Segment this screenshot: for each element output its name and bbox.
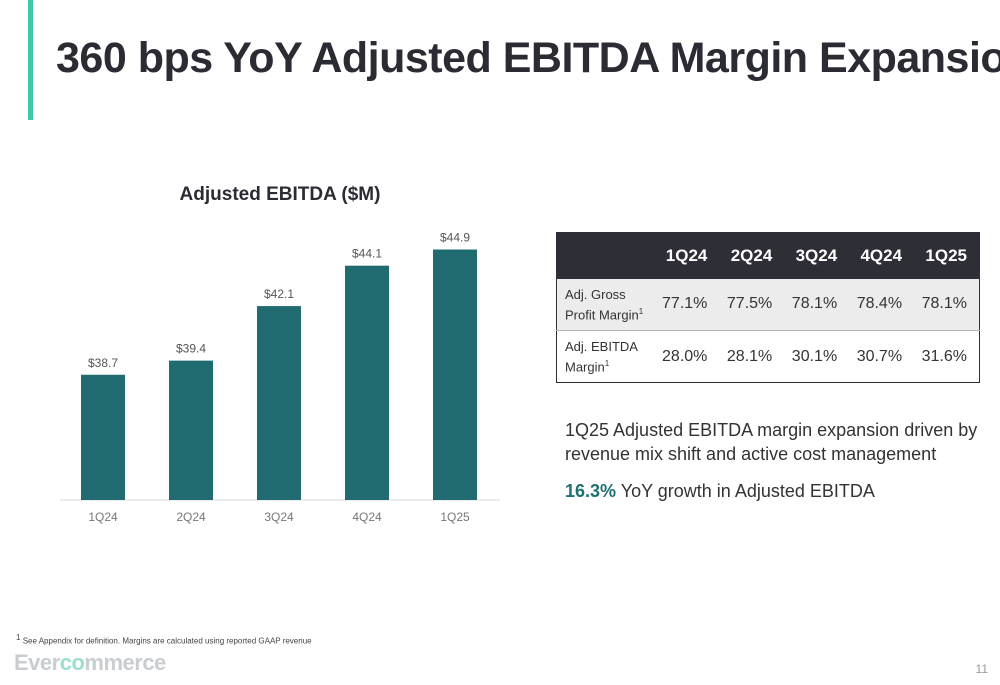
data-label: $44.9 bbox=[440, 231, 470, 245]
bar-2q24 bbox=[169, 360, 213, 500]
table-cell: 77.1% bbox=[654, 278, 720, 331]
row-label-line2: Profit Margin bbox=[565, 306, 639, 322]
table-header-cell: 1Q25 bbox=[914, 232, 980, 279]
table-header-cell: 1Q24 bbox=[654, 232, 720, 279]
table-header-row: 1Q24 2Q24 3Q24 4Q24 1Q25 bbox=[556, 232, 980, 279]
footnote-marker: 1 bbox=[604, 358, 610, 368]
footnote-marker: 1 bbox=[638, 306, 644, 316]
row-label-line2: Margin bbox=[565, 359, 605, 375]
growth-highlight: 16.3% bbox=[565, 481, 617, 501]
table-row-adj-ebitda-margin: Adj. EBITDA Margin1 28.0% 28.1% 30.1% 30.… bbox=[556, 330, 980, 383]
footnote-text: See Appendix for definition. Margins are… bbox=[22, 636, 312, 646]
table-cell: 30.7% bbox=[849, 330, 915, 383]
data-label: $38.7 bbox=[88, 356, 118, 370]
page-number: 11 bbox=[975, 662, 988, 676]
table-header-cell: 3Q24 bbox=[784, 232, 850, 279]
chart-title: Adjusted EBITDA ($M) bbox=[179, 184, 381, 205]
logo-text-part: mmerce bbox=[84, 650, 166, 675]
title-accent-bar bbox=[28, 0, 33, 120]
x-tick-label: 1Q25 bbox=[440, 510, 470, 524]
row-label-line1: Adj. EBITDA bbox=[565, 338, 638, 354]
bar-1q25 bbox=[433, 249, 477, 500]
x-tick-label: 3Q24 bbox=[264, 510, 294, 524]
table-header-cell: 4Q24 bbox=[849, 232, 915, 279]
growth-text: YoY growth in Adjusted EBITDA bbox=[620, 481, 875, 501]
table-row-adj-gross-profit-margin: Adj. Gross Profit Margin1 77.1% 77.5% 78.… bbox=[556, 278, 980, 331]
x-tick-label: 4Q24 bbox=[352, 510, 382, 524]
row-label: Adj. Gross Profit Margin1 bbox=[556, 278, 655, 331]
x-tick-label: 2Q24 bbox=[176, 510, 206, 524]
footnote: 1 See Appendix for definition. Margins a… bbox=[16, 633, 312, 646]
data-label: $44.1 bbox=[352, 247, 382, 261]
table-cell: 30.1% bbox=[784, 330, 850, 383]
growth-statement: 16.3% YoY growth in Adjusted EBITDA bbox=[565, 481, 875, 502]
data-label: $39.4 bbox=[176, 342, 206, 356]
bar-4q24 bbox=[345, 265, 389, 500]
commentary-text: 1Q25 Adjusted EBITDA margin expansion dr… bbox=[565, 420, 978, 464]
data-label: $42.1 bbox=[264, 287, 294, 301]
logo-text-accent: co bbox=[59, 650, 85, 675]
page-title: 360 bps YoY Adjusted EBITDA Margin Expan… bbox=[56, 34, 1000, 82]
table-header-cell: 2Q24 bbox=[719, 232, 785, 279]
x-tick-label: 1Q24 bbox=[88, 510, 118, 524]
margin-table: 1Q24 2Q24 3Q24 4Q24 1Q25 Adj. Gross Profi… bbox=[556, 232, 980, 383]
table-cell: 28.0% bbox=[654, 330, 720, 383]
table-cell: 78.1% bbox=[914, 278, 980, 331]
table-cell: 78.4% bbox=[849, 278, 915, 331]
evercommerce-logo: Evercommerce bbox=[14, 650, 166, 676]
table-cell: 77.5% bbox=[719, 278, 785, 331]
logo-text-part: Ever bbox=[14, 650, 60, 675]
row-label-line1: Adj. Gross bbox=[565, 286, 626, 302]
bar-3q24 bbox=[257, 306, 301, 500]
table-header-blank bbox=[556, 232, 655, 279]
adjusted-ebitda-bar-chart: $38.7 1Q24 $39.4 2Q24 $42.1 3Q24 $44.1 4Q24 $44.… bbox=[60, 231, 500, 524]
table-cell: 78.1% bbox=[784, 278, 850, 331]
row-label: Adj. EBITDA Margin1 bbox=[556, 330, 655, 383]
table-cell: 31.6% bbox=[914, 330, 980, 383]
table-cell: 28.1% bbox=[719, 330, 785, 383]
footnote-marker: 1 bbox=[16, 633, 21, 642]
bar-1q24 bbox=[81, 374, 125, 500]
